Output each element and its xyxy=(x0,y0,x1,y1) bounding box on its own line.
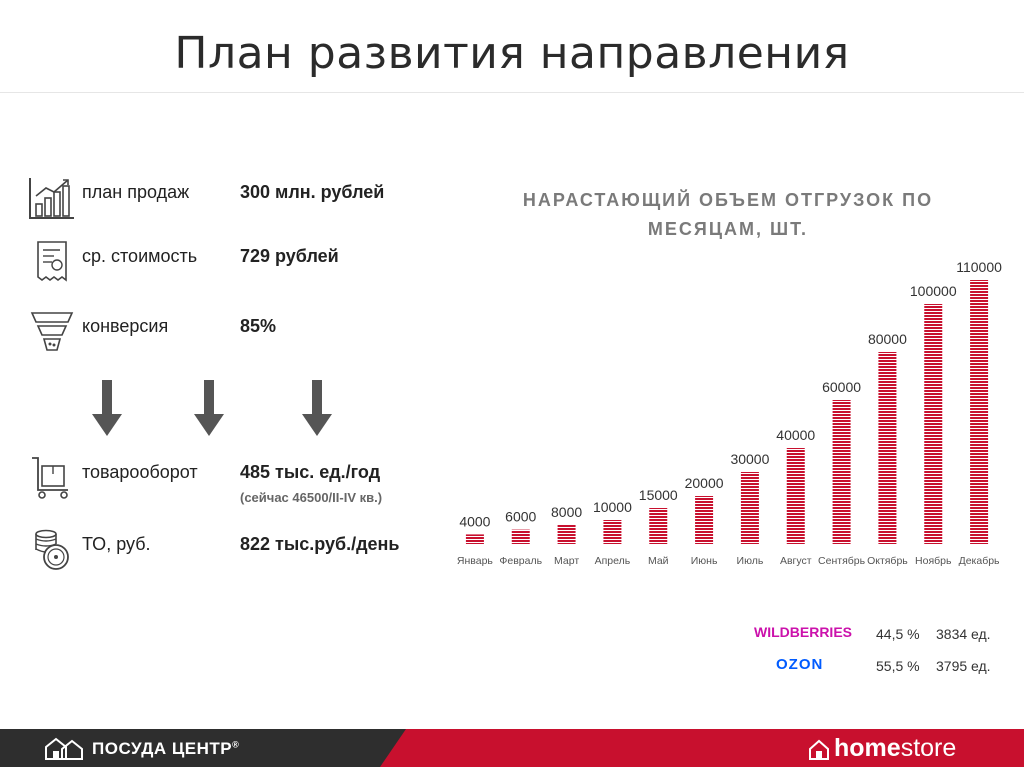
coins-icon xyxy=(35,529,69,570)
bar-8 xyxy=(786,448,805,544)
bar-9 xyxy=(832,400,851,544)
metric-value: 300 млн. рублей xyxy=(240,182,385,202)
arrow-down-icon xyxy=(92,380,122,436)
metric-value: 85% xyxy=(240,316,277,336)
footer-right-brand: homestore xyxy=(834,734,957,762)
marketplace-share: 44,5 % xyxy=(876,626,920,642)
metric-label: ср. стоимость xyxy=(82,246,198,266)
arrow-down-icon xyxy=(194,380,224,436)
bar-value-label: 8000 xyxy=(551,504,582,520)
category-label: Декабрь xyxy=(959,555,1000,567)
chart-title: НАРАСТАЮЩИЙ ОБЪЕМ ОТГРУЗОК ПО МЕСЯЦАМ, Ш… xyxy=(522,190,934,239)
bar-value-label: 20000 xyxy=(685,475,724,491)
bar-value-label: 10000 xyxy=(593,499,632,515)
category-label: Июнь xyxy=(691,555,718,567)
sales-chart-icon xyxy=(29,178,74,219)
bar-value-label: 15000 xyxy=(639,487,678,503)
homestore-house-icon xyxy=(809,739,829,760)
bar-12 xyxy=(970,280,989,544)
bar-value-label: 60000 xyxy=(822,379,861,395)
bar-value-label: 80000 xyxy=(868,331,907,347)
footer-left-brand: ПОСУДА ЦЕНТР® xyxy=(92,739,240,758)
shipments-bar-chart: 4000 6000 8000 10000 15000 20000 30000 40000 600… xyxy=(457,259,1002,567)
bar-1 xyxy=(465,534,484,544)
category-label: Июль xyxy=(737,555,764,567)
metric-label: ТО, руб. xyxy=(82,534,151,554)
arrow-down-icon xyxy=(302,380,332,436)
category-label: Ноябрь xyxy=(915,555,952,567)
bar-10 xyxy=(878,352,897,544)
category-label: Август xyxy=(780,555,812,567)
footer-red-band xyxy=(380,729,1024,767)
cart-icon xyxy=(32,457,68,499)
metric-label: конверсия xyxy=(82,316,169,336)
wildberries-logo: WILDBERRIES xyxy=(754,624,852,640)
category-label: Февраль xyxy=(499,555,542,567)
bar-value-label: 30000 xyxy=(730,451,769,467)
bar-6 xyxy=(695,496,714,544)
metric-sub: (сейчас 46500/II-IV кв.) xyxy=(240,490,383,505)
bar-value-label: 110000 xyxy=(956,259,1002,275)
metric-value: 822 тыс.руб./день xyxy=(240,534,400,554)
title-divider xyxy=(0,92,1024,93)
bar-value-label: 4000 xyxy=(459,513,490,529)
metric-value: 485 тыс. ед./год xyxy=(240,462,381,482)
marketplace-count: 3795 ед. xyxy=(936,658,991,674)
marketplace-share: 55,5 % xyxy=(876,658,920,674)
footer: ПОСУДА ЦЕНТР® homestore xyxy=(0,729,1024,767)
metric-label: план продаж xyxy=(82,182,190,202)
category-label: Март xyxy=(554,555,579,567)
bar-7 xyxy=(740,472,759,544)
bar-5 xyxy=(649,508,668,544)
receipt-icon xyxy=(37,241,67,282)
bar-value-label: 40000 xyxy=(776,427,815,443)
page-title: План развития направления xyxy=(174,28,850,79)
bar-value-label: 100000 xyxy=(910,283,957,299)
category-label: Апрель xyxy=(595,555,631,567)
bar-2 xyxy=(511,529,530,544)
ozon-logo: OZON xyxy=(776,656,824,673)
category-label: Май xyxy=(648,555,669,567)
metric-label: товарооборот xyxy=(82,462,198,482)
metric-value: 729 рублей xyxy=(240,246,339,266)
bar-4 xyxy=(603,520,622,544)
category-label: Октябрь xyxy=(867,555,908,567)
marketplace-count: 3834 ед. xyxy=(936,626,991,642)
category-label: Сентябрь xyxy=(818,555,866,567)
posuda-centr-logo-icon xyxy=(45,737,83,760)
funnel-icon xyxy=(30,312,74,351)
bar-3 xyxy=(557,524,576,544)
bar-value-label: 6000 xyxy=(505,509,536,525)
bar-11 xyxy=(924,304,943,544)
category-label: Январь xyxy=(457,555,494,567)
